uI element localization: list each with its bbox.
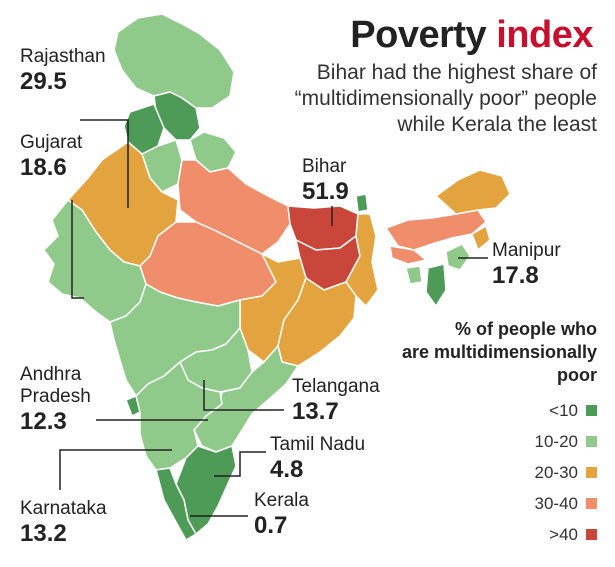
region-nagaland xyxy=(471,225,491,251)
region-jammu-kashmir xyxy=(113,13,235,109)
legend-swatch xyxy=(586,436,597,447)
region-meghalaya xyxy=(389,245,427,265)
label-manipur-name: Manipur xyxy=(492,240,561,261)
legend-item: >40 xyxy=(535,519,597,550)
label-telangana: Telangana 13.7 xyxy=(292,376,380,426)
region-sikkim xyxy=(355,193,369,213)
label-tamilnadu-name: Tamil Nadu xyxy=(270,434,366,455)
legend-title-line-1: % of people who xyxy=(455,319,597,339)
region-odisha xyxy=(277,277,357,367)
legend-swatch xyxy=(586,467,597,478)
legend-item-label: >40 xyxy=(549,524,578,544)
label-karnataka: Karnataka 13.2 xyxy=(20,498,107,548)
label-andhra-value: 12.3 xyxy=(20,408,67,435)
legend-title-line-3: poor xyxy=(557,365,597,385)
leader-tamilnadu xyxy=(214,451,266,477)
region-tripura xyxy=(405,265,423,285)
label-manipur-value: 17.8 xyxy=(492,262,539,289)
label-andhra-pradesh: Andhra Pradesh 12.3 xyxy=(20,364,91,436)
label-andhra-name-1: Andhra xyxy=(20,364,82,385)
label-andhra-name-2: Pradesh xyxy=(20,386,91,407)
title-word-poverty: Poverty xyxy=(350,14,487,56)
label-tamilnadu-value: 4.8 xyxy=(270,456,304,483)
region-kerala xyxy=(155,467,197,541)
label-rajasthan: Rajasthan 29.5 xyxy=(20,46,106,96)
label-gujarat: Gujarat 18.6 xyxy=(20,132,82,182)
label-gujarat-name: Gujarat xyxy=(20,132,83,153)
label-tamil-nadu: Tamil Nadu 4.8 xyxy=(270,434,365,484)
legend-title-line-2: are multidimensionally xyxy=(401,342,597,362)
legend-swatch xyxy=(586,405,597,416)
legend-item: <10 xyxy=(535,395,597,426)
label-kerala: Kerala 0.7 xyxy=(254,490,309,540)
subtitle: Bihar had the highest share of “multidim… xyxy=(294,61,597,136)
leader-rajasthan xyxy=(80,119,129,208)
legend-swatch xyxy=(586,498,597,509)
label-kerala-name: Kerala xyxy=(254,490,309,511)
legend-item-label: <10 xyxy=(549,400,578,420)
label-telangana-value: 13.7 xyxy=(292,398,339,425)
title-word-index: index xyxy=(496,14,593,56)
legend-item: 30-40 xyxy=(535,488,597,519)
label-rajasthan-value: 29.5 xyxy=(20,68,67,95)
label-gujarat-value: 18.6 xyxy=(20,154,67,181)
region-arunachal xyxy=(435,169,511,215)
region-assam xyxy=(385,209,487,251)
label-bihar-value: 51.9 xyxy=(302,178,349,205)
label-karnataka-value: 13.2 xyxy=(20,520,67,547)
label-telangana-name: Telangana xyxy=(292,376,380,397)
page-title: Poverty index xyxy=(350,14,593,57)
leader-gujarat xyxy=(71,200,84,299)
leader-telangana xyxy=(203,380,284,411)
region-karnataka xyxy=(135,361,223,471)
legend-title: % of people who are multidimensionally p… xyxy=(367,318,597,387)
legend-item-label: 20-30 xyxy=(534,462,578,482)
legend-item-label: 30-40 xyxy=(534,493,578,513)
legend-swatch xyxy=(586,529,597,540)
region-manipur xyxy=(445,243,471,271)
label-manipur: Manipur 17.8 xyxy=(492,240,561,290)
region-west-bengal xyxy=(345,213,379,307)
legend-item: 10-20 xyxy=(535,426,597,457)
label-bihar: Bihar 51.9 xyxy=(302,156,349,206)
legend-item-label: 10-20 xyxy=(534,431,578,451)
label-bihar-name: Bihar xyxy=(302,156,347,177)
label-rajasthan-name: Rajasthan xyxy=(20,46,106,67)
legend-item: 20-30 xyxy=(535,457,597,488)
region-mizoram xyxy=(425,263,447,307)
label-karnataka-name: Karnataka xyxy=(20,498,107,519)
leader-karnataka xyxy=(59,449,172,490)
legend: <10 10-20 20-30 30-40 >40 xyxy=(535,395,597,550)
label-kerala-value: 0.7 xyxy=(254,512,288,539)
